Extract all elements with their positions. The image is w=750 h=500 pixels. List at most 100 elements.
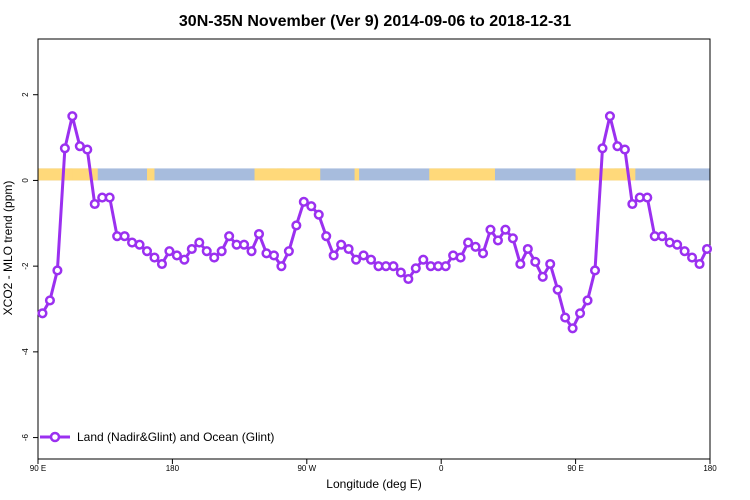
data-point [672,239,683,250]
data-point [627,198,638,210]
data-point [463,237,474,248]
data-point [552,284,563,295]
x-axis-title: Longitude (deg E) [326,477,421,491]
data-point [530,256,541,267]
data-point [395,267,406,278]
data-point [298,196,309,207]
data-point [179,254,190,265]
data-point [604,111,615,122]
data-point [268,250,279,261]
data-point [582,295,593,306]
ocean-band [38,168,710,181]
x-tick-label: 90 W [297,464,316,473]
data-point [194,237,205,248]
data-point [358,250,369,261]
data-point [82,144,93,155]
data-point [201,246,212,257]
data-point [67,111,78,122]
data-point [306,201,317,212]
data-point [104,192,115,203]
data-point [410,263,421,274]
y-axis-title: XCO2 - MLO trend (ppm) [1,181,15,316]
data-point [216,246,227,257]
data-point [52,265,63,276]
data-point [89,198,100,210]
data-point [687,252,698,263]
legend-label: Land (Nadir&Glint) and Ocean (Glint) [77,430,274,444]
data-point [141,246,153,257]
data-point [186,243,197,255]
data-point [515,258,526,270]
y-tick-label: 0 [21,178,30,183]
data-point [343,243,354,255]
data-point [209,252,220,263]
data-point [156,258,167,270]
data-point [619,144,630,155]
land-band-2 [147,168,155,181]
data-point [470,241,481,252]
data-point [276,261,287,272]
x-axis-ticks: 90 E 180 90 W 0 90 E 180 [30,459,717,473]
data-point [567,323,578,334]
data-point [283,246,294,257]
series-layer [37,111,713,334]
data-point [455,252,466,263]
data-point [246,246,257,257]
x-tick-label: 180 [703,464,717,473]
data-point [365,254,377,265]
data-point [403,273,414,285]
data-point [657,231,668,242]
data-point [440,261,451,272]
data-point [37,308,48,319]
chart-title: 30N-35N November (Ver 9) 2014-09-06 to 2… [179,13,571,30]
data-point [545,258,556,270]
legend: Land (Nadir&Glint) and Ocean (Glint) [40,430,274,444]
y-tick-label: 2 [21,92,30,97]
data-point [164,246,175,257]
data-point [597,143,608,154]
data-point [679,246,690,257]
data-point [119,231,130,242]
data-point [477,248,489,259]
data-point [253,228,265,240]
data-point [522,243,533,255]
legend-swatch-marker [49,431,61,443]
data-point [59,143,70,154]
data-point [418,254,429,265]
land-band-0 [38,168,98,181]
x-tick-label: 90 E [567,464,583,473]
data-point [500,224,511,235]
data-point [291,220,302,231]
land-band-5 [354,168,360,181]
y-tick-label: -6 [21,433,30,441]
data-point [336,239,347,250]
data-point [171,250,182,261]
data-point [313,209,324,220]
data-point [701,243,713,255]
land-band-1 [69,168,73,181]
land-band-3 [254,168,321,181]
surface-type-band [38,168,710,181]
data-point [134,239,145,250]
data-point [328,250,339,261]
data-point [575,308,586,319]
x-tick-label: 0 [439,464,444,473]
data-point [239,239,250,250]
data-point [388,261,399,272]
y-tick-label: -4 [21,348,30,356]
data-point [44,295,55,306]
data-point [537,271,548,282]
data-point [589,265,601,276]
x-tick-label: 90 E [30,464,46,473]
data-point [507,233,518,244]
y-axis-ticks: 2 0 -2 -4 -6 [21,92,38,441]
data-point [560,312,571,323]
data-point [694,258,705,270]
data-point [351,254,362,265]
data-point [321,231,332,242]
y-tick-label: -2 [21,262,30,270]
land-band-4 [276,168,285,181]
data-point [485,224,496,235]
data-point [492,235,503,246]
